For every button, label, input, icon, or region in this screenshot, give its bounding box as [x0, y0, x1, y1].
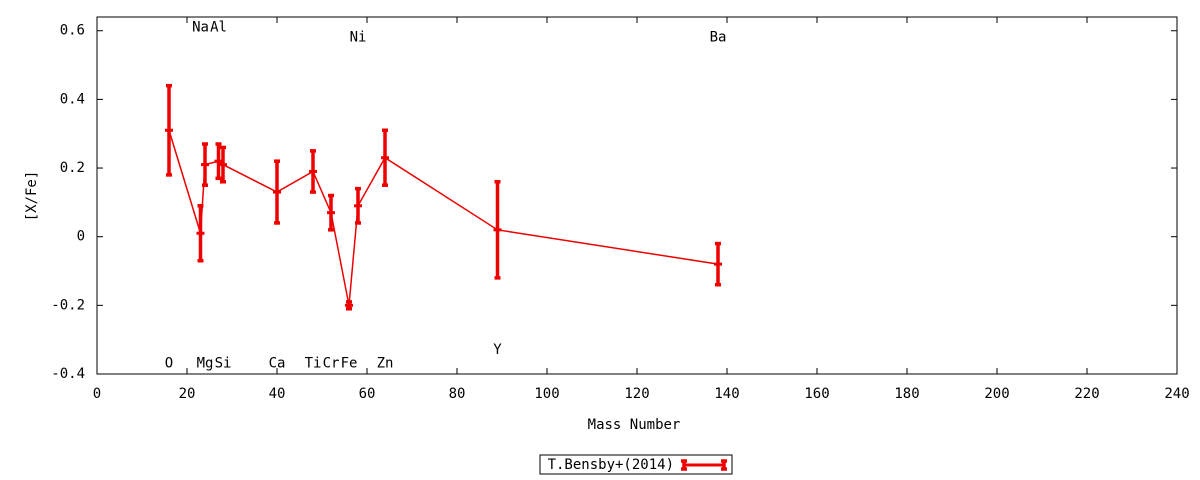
x-tick-label: 120	[624, 386, 649, 402]
x-axis-label: Mass Number	[588, 417, 681, 433]
plot-frame	[96, 16, 1178, 375]
x-tick-label: 200	[984, 386, 1009, 402]
annotation: Y	[493, 342, 502, 358]
y-tick-label: -0.4	[51, 366, 85, 382]
x-tick-label: 60	[359, 386, 376, 402]
y-tick-label: -0.2	[51, 297, 85, 313]
legend-box	[539, 454, 733, 475]
x-tick-label: 0	[93, 386, 101, 402]
legend-swatch	[681, 459, 687, 471]
annotation: Cr	[323, 356, 340, 372]
x-tick-label: 80	[449, 386, 466, 402]
x-tick-label: 240	[1164, 386, 1189, 402]
annotation: Fe	[341, 356, 358, 372]
x-tick-label: 140	[714, 386, 739, 402]
annotation: Al	[210, 19, 227, 35]
x-tick-label: 160	[804, 386, 829, 402]
y-tick-label: 0.6	[60, 23, 85, 39]
annotation: Ti	[305, 356, 322, 372]
y-axis-label: [X/Fe]	[24, 171, 40, 222]
x-tick-label: 40	[269, 386, 286, 402]
annotation: Mg	[197, 356, 214, 372]
legend-label: T.Bensby+(2014)	[548, 457, 674, 473]
series-line	[168, 130, 719, 306]
annotation: Ca	[269, 356, 286, 372]
x-tick-label: 220	[1074, 386, 1099, 402]
annotation: Ni	[350, 30, 367, 46]
y-tick-label: 0.4	[60, 91, 85, 107]
annotation: Ba	[710, 30, 727, 46]
y-tick-label: 0	[77, 229, 85, 245]
annotation: Zn	[377, 356, 394, 372]
x-tick-label: 100	[534, 386, 559, 402]
x-tick-label: 20	[179, 386, 196, 402]
annotation: Na	[192, 19, 209, 35]
legend-swatch	[721, 459, 727, 471]
annotation: Si	[215, 356, 232, 372]
annotation: O	[165, 356, 173, 372]
y-tick-label: 0.2	[60, 160, 85, 176]
x-tick-label: 180	[894, 386, 919, 402]
